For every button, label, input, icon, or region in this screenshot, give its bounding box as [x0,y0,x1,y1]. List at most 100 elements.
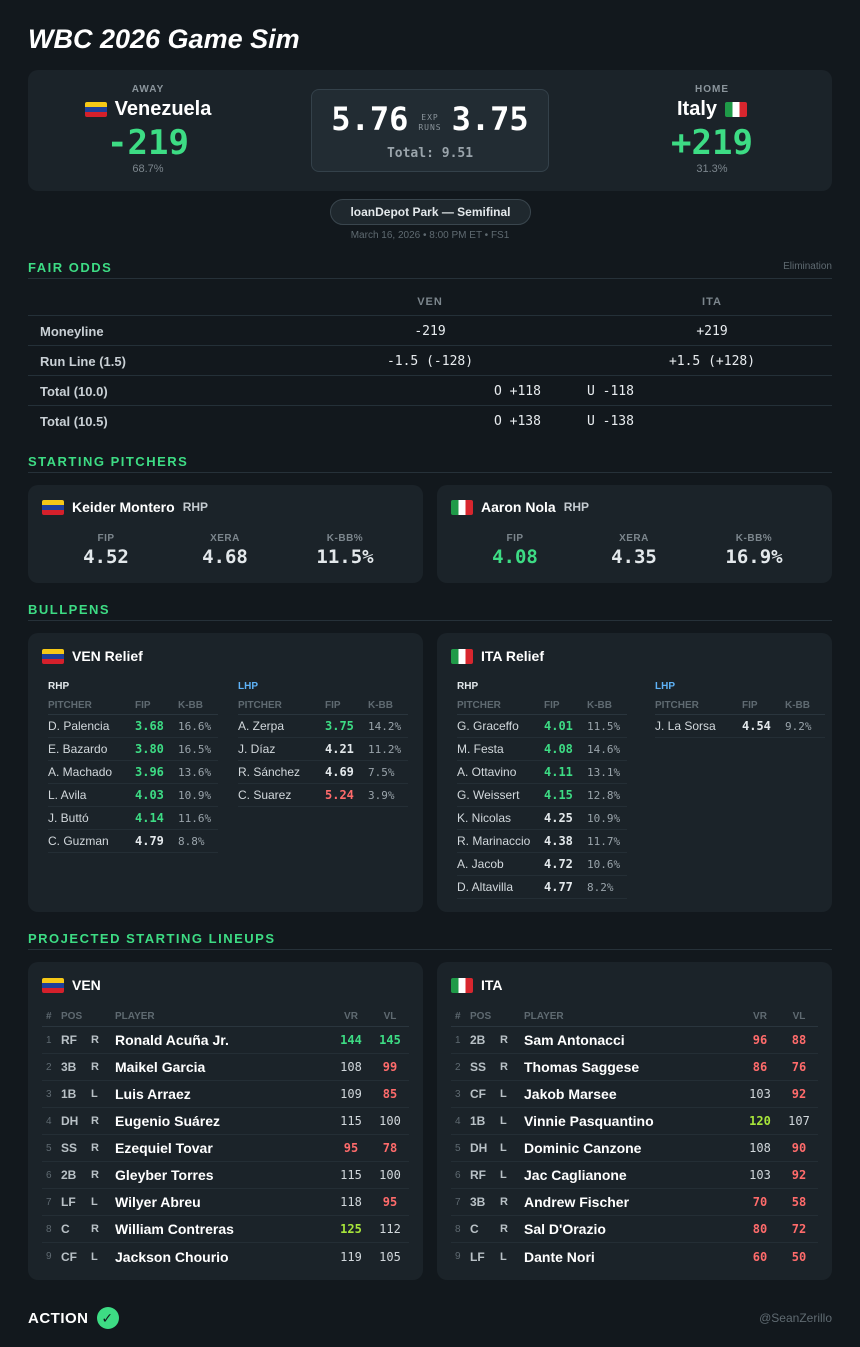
bullpen-row: R. Sánchez 4.69 7.5% [238,761,408,784]
bullpen-column-header: PITCHER FIP K-BB [655,697,825,715]
home-team-name: Italy [592,98,832,121]
bullpen-row: M. Festa 4.08 14.6% [457,738,627,761]
pitcher-name: R. Sánchez [238,765,301,779]
stat-xera: XERA 4.68 [170,533,280,568]
starter-header: Keider Montero RHP [42,499,208,515]
pitcher-name: G. Weissert [457,788,520,802]
pitcher-kbb: 10.6% [587,857,621,871]
away-team: AWAY Venezuela -219 68.7% [28,84,268,175]
player-name: Jac Caglianone [524,1167,627,1183]
vs-lhp: 112 [379,1222,401,1236]
lineup-row: 8 C R William Contreras 125 112 [42,1216,409,1243]
stat-label: XERA [210,533,240,544]
starter-hand: RHP [182,500,209,514]
player-name: Dante Nori [524,1248,595,1265]
position: 1B [470,1114,486,1128]
header-vl: VL [792,1011,806,1022]
elimination-note: Elimination [783,261,832,272]
header-kbb: K-BB [785,700,810,711]
away-value: -219 [414,324,446,339]
lineup-row: 6 RF L Jac Caglianone 103 92 [451,1162,818,1189]
pitcher-fip: 3.75 [325,719,354,733]
expected-runs-box: 5.76 EXP RUNS 3.75 Total: 9.51 [311,89,549,172]
pitcher-name: C. Guzman [48,834,109,848]
bullpen-header: ITA Relief [451,648,544,664]
bats-hand: R [91,1034,99,1046]
batting-order: 5 [455,1142,461,1154]
pitcher-fip: 3.80 [135,742,164,756]
venezuela-flag-icon [42,977,64,993]
stat-value: 4.68 [202,546,248,568]
game-date: March 16, 2026 • 8:00 PM ET • FS1 [350,230,510,241]
position: RF [61,1033,77,1047]
section-title: FAIR ODDS [28,260,113,275]
bats-hand: L [91,1088,98,1100]
starter-hand: RHP [563,500,590,514]
position: 2B [470,1033,486,1047]
batting-order: 7 [46,1196,52,1208]
away-exp-runs: 5.76 [331,100,409,138]
pitcher-fip: 4.03 [135,788,164,802]
pitcher-kbb: 16.5% [178,742,212,756]
exp-runs-label: EXP RUNS [418,113,441,133]
bullpen-row: A. Jacob 4.72 10.6% [457,853,627,876]
odds-header-row: VEN ITA [28,290,832,316]
position: RF [470,1168,486,1182]
vs-lhp: 107 [788,1114,810,1128]
position: LF [61,1195,76,1209]
over-value: O +118 [494,384,541,399]
player-name: Andrew Fischer [524,1194,630,1210]
venezuela-flag-icon [84,102,107,117]
bullpen-row: D. Palencia 3.68 16.6% [48,715,218,738]
bullpen-row: J. Buttó 4.14 11.6% [48,807,218,830]
vs-rhp: 115 [340,1168,362,1182]
header-num: # [455,1011,461,1022]
batting-order: 7 [455,1196,461,1208]
player-name: Gleyber Torres [115,1167,214,1183]
stat-value: 4.08 [492,546,538,568]
lineup-header: ITA [451,977,503,993]
home-rhp-column: RHP PITCHER FIP K-BB G. Graceffo 4.01 11.5% M. … [457,681,627,899]
lineup-team-name: VEN [72,977,101,993]
lineup-row: 3 CF L Jakob Marsee 103 92 [451,1081,818,1108]
away-win-pct: 68.7% [132,163,164,175]
pitcher-kbb: 14.6% [587,742,621,756]
position: 3B [470,1195,486,1209]
header-num: # [46,1011,52,1022]
lineup-column-header: # POS PLAYER VR VL [451,1007,818,1027]
pitcher-kbb: 16.6% [178,719,212,733]
bats-hand: R [500,1223,508,1235]
pitcher-kbb: 12.8% [587,788,621,802]
pitcher-fip: 5.24 [325,788,354,802]
bullpens-header: BULLPENS [28,601,832,621]
home-moneyline: +219 [671,123,753,163]
lineup-row: 7 LF L Wilyer Abreu 118 95 [42,1189,409,1216]
position: SS [61,1141,78,1155]
away-starter-card: Keider Montero RHP FIP 4.52 XERA 4.68 K-… [28,485,423,583]
pitcher-kbb: 11.7% [587,834,621,848]
header-fip: FIP [544,700,560,711]
vs-rhp: 86 [752,1060,768,1074]
vs-rhp: 60 [752,1249,768,1264]
vs-lhp: 58 [791,1195,807,1209]
pitcher-kbb: 10.9% [178,788,212,802]
bats-hand: R [500,1034,508,1046]
vs-lhp: 78 [382,1141,398,1155]
position: 3B [61,1060,77,1074]
header-vr: VR [753,1011,767,1022]
vs-rhp: 108 [749,1141,771,1155]
pitcher-kbb: 10.9% [587,811,621,825]
stat-value: 4.52 [83,546,129,568]
rhp-label: RHP [48,681,70,692]
home-label: HOME [695,84,729,95]
batting-order: 1 [455,1034,461,1046]
starter-name: Aaron Nola [481,499,556,515]
batting-order: 3 [455,1088,461,1100]
lineup-row: 4 1B L Vinnie Pasquantino 120 107 [451,1108,818,1135]
position: C [61,1222,70,1236]
player-name: Ronald Acuña Jr. [115,1032,229,1048]
vs-lhp: 99 [382,1060,398,1074]
lineup-row: 8 C R Sal D'Orazio 80 72 [451,1216,818,1243]
lhp-label: LHP [238,681,258,692]
pitcher-fip: 4.69 [325,765,354,779]
